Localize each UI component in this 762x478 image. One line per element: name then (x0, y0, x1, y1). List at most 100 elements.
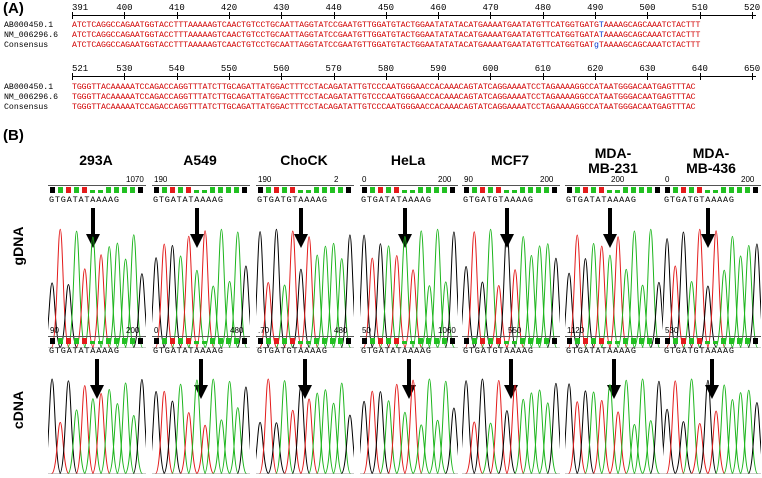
ruler-number: 470 (482, 3, 499, 13)
peak-A (99, 389, 119, 474)
chromatogram (462, 228, 560, 348)
quality-bar (520, 187, 525, 193)
peak-G (663, 238, 677, 348)
ruler-number: 410 (168, 3, 185, 13)
quality-bars (258, 338, 351, 344)
ruler-tick (176, 73, 178, 80)
quality-bar (472, 338, 477, 344)
peak-G (360, 400, 374, 474)
quality-bar (615, 190, 620, 193)
quality-bar (737, 338, 742, 344)
position-label: 200 (438, 175, 452, 184)
column-title-line: MB-436 (686, 160, 736, 176)
position-label: 1120 (567, 326, 585, 335)
chromatogram (360, 378, 458, 474)
ruler-number: 640 (691, 64, 708, 74)
peak-T (567, 234, 587, 348)
quality-bar (705, 341, 710, 344)
peak-G (236, 265, 250, 348)
position-rule (462, 336, 560, 337)
quality-bar (138, 338, 143, 344)
quality-bar (386, 187, 391, 193)
down-arrow-icon (402, 359, 416, 399)
peak-G (472, 281, 492, 348)
quality-bars (258, 187, 351, 193)
peak-A (275, 380, 295, 474)
quality-bar (306, 190, 311, 193)
base-calls: GTGATATAAAAG (153, 195, 224, 205)
position-rule (256, 185, 354, 186)
quality-bar (607, 341, 612, 344)
peak-T (706, 410, 726, 474)
peak-G (747, 243, 761, 348)
peak-G (462, 265, 476, 348)
quality-bar (242, 338, 247, 344)
quality-bar (386, 338, 391, 344)
quality-bars (567, 187, 660, 193)
column-title-line: MDA- (594, 145, 632, 161)
peak-A (67, 230, 87, 348)
quality-bar (50, 338, 55, 344)
peak-A (99, 246, 119, 348)
peak-T (154, 390, 174, 474)
peak-A (521, 255, 541, 348)
quality-bar (362, 338, 367, 344)
peak-T (464, 231, 484, 348)
peak-A (315, 389, 335, 474)
quality-bar (689, 338, 694, 344)
quality-bar (665, 338, 670, 344)
peak-G (58, 380, 78, 474)
peak-A (395, 236, 415, 348)
position-label: 200 (741, 175, 755, 184)
alignment-block-2: 521 530 540 550 560 570 580 590 600 610 620 630 640 6… (0, 64, 762, 120)
ruler-tick (438, 73, 440, 80)
quality-bar (74, 338, 79, 344)
peak-A (307, 392, 327, 474)
position-label: 200 (126, 326, 140, 335)
peak-T (75, 385, 95, 474)
cdna-trace: 90 200 GTGATATAAAAG (48, 326, 148, 474)
quality-bar (729, 187, 734, 193)
quality-bar (480, 338, 485, 344)
cdna-row-label: cDNA (10, 390, 26, 430)
quality-bar (402, 190, 407, 193)
quality-bar (98, 190, 103, 193)
peak-A (641, 228, 661, 348)
peak-A (682, 378, 702, 474)
base-calls: GTGATATAAAAG (566, 346, 637, 356)
position-rule (48, 185, 146, 186)
quality-bar (488, 338, 493, 344)
ruler-tick (595, 12, 597, 19)
peak-A (67, 409, 87, 474)
peak-G (340, 414, 354, 474)
ruler-number: 630 (639, 64, 656, 74)
quality-bar (130, 187, 135, 193)
peak-G (698, 379, 718, 474)
quality-bar (583, 187, 588, 193)
peak-G (497, 230, 517, 348)
quality-bar (623, 338, 628, 344)
quality-bar (154, 187, 159, 193)
peak-T (489, 284, 509, 348)
peak-G (266, 422, 286, 474)
quality-bar (450, 338, 455, 344)
quality-bars (362, 187, 455, 193)
quality-bar (426, 338, 431, 344)
peak-G (152, 390, 166, 474)
quality-bar (66, 338, 71, 344)
peak-G (747, 402, 761, 474)
down-arrow-icon (86, 208, 100, 248)
quality-bar (258, 338, 263, 344)
peak-A (633, 378, 653, 474)
peak-T (592, 399, 612, 474)
peak-G (673, 231, 693, 348)
peak-A (584, 242, 604, 348)
peak-A (83, 236, 103, 348)
quality-bar (290, 338, 295, 344)
peak-T (283, 230, 303, 348)
position-label: 190 (154, 175, 168, 184)
quality-bar (322, 187, 327, 193)
quality-bar (591, 338, 596, 344)
peak-A (124, 414, 144, 474)
ruler-number: 530 (116, 64, 133, 74)
